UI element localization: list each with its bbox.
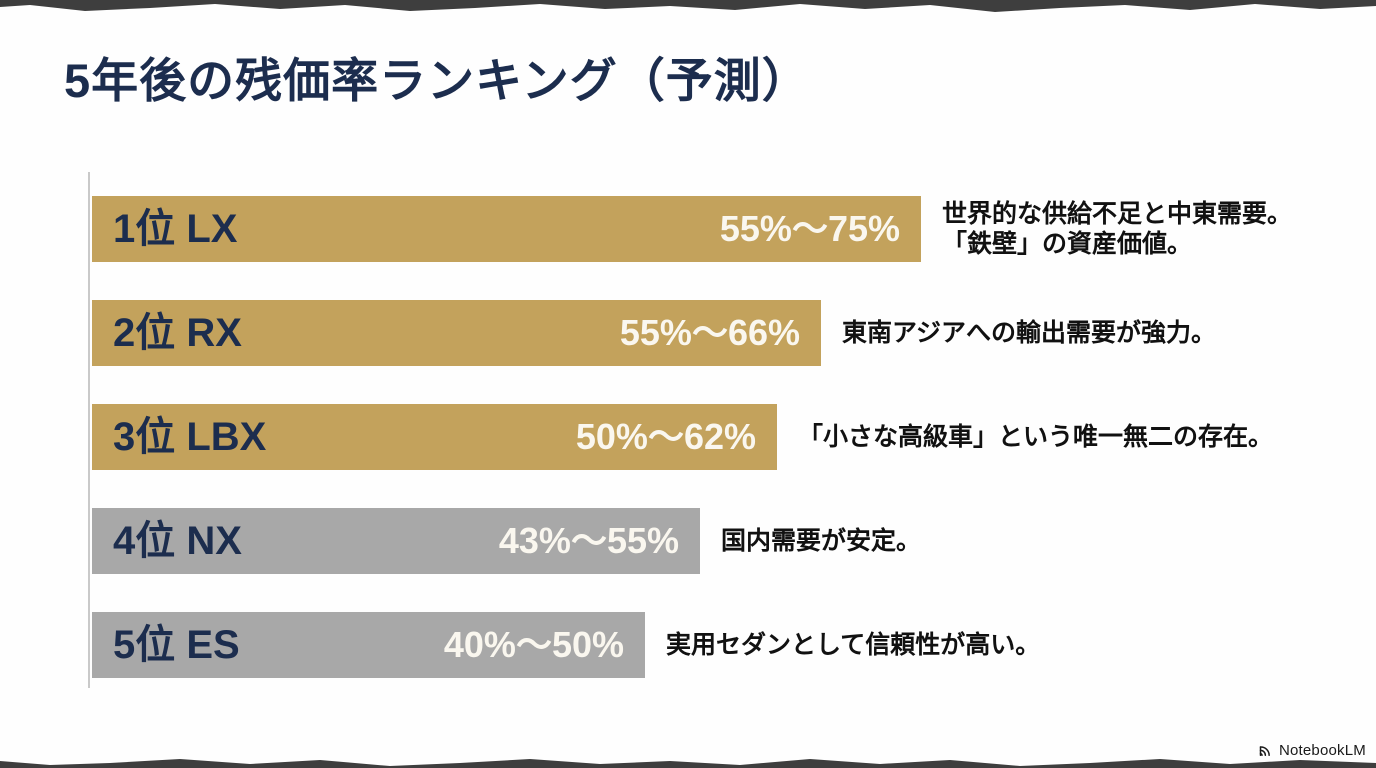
chart-row-nx: 4位 NX 43%〜55% 国内需要が安定。: [92, 508, 1292, 574]
page-title: 5年後の残価率ランキング（予測）: [64, 54, 810, 107]
residual-value-bar-chart: 1位 LX 55%〜75% 世界的な供給不足と中東需要。 「鉄壁」の資産価値。 …: [92, 196, 1292, 716]
bar-nx: 4位 NX 43%〜55%: [92, 508, 700, 574]
notebooklm-watermark: NotebookLM: [1256, 741, 1366, 759]
value-label-rx: 55%〜66%: [619, 312, 800, 353]
rank-label-es: 5位 ES: [113, 623, 240, 667]
bar-rx: 2位 RX 55%〜66%: [92, 300, 821, 366]
rank-label-rx: 2位 RX: [113, 311, 242, 355]
annotation-es: 実用セダンとして信頼性が高い。: [666, 630, 1041, 659]
bar-lbx: 3位 LBX 50%〜62%: [92, 404, 777, 470]
notebooklm-watermark-label: NotebookLM: [1278, 741, 1366, 759]
annotation-rx: 東南アジアへの輸出需要が強力。: [842, 318, 1217, 347]
annotation-nx: 国内需要が安定。: [721, 526, 922, 555]
chart-row-es: 5位 ES 40%〜50% 実用セダンとして信頼性が高い。: [92, 612, 1292, 678]
chart-row-lx: 1位 LX 55%〜75% 世界的な供給不足と中東需要。 「鉄壁」の資産価値。: [92, 196, 1292, 262]
rank-label-lbx: 3位 LBX: [113, 415, 267, 459]
bar-es: 5位 ES 40%〜50%: [92, 612, 645, 678]
value-label-lbx: 50%〜62%: [575, 416, 756, 457]
top-edge-artifact: [0, 0, 1376, 12]
chart-axis-line: [88, 172, 90, 688]
annotation-lbx: 「小さな高級車」という唯一無二の存在。: [798, 422, 1274, 451]
value-label-es: 40%〜50%: [443, 624, 624, 665]
bar-lx: 1位 LX 55%〜75%: [92, 196, 921, 262]
bottom-edge-artifact: [0, 759, 1376, 768]
value-label-nx: 43%〜55%: [498, 520, 679, 561]
rank-label-nx: 4位 NX: [113, 519, 242, 563]
value-label-lx: 55%〜75%: [719, 208, 900, 249]
chart-row-rx: 2位 RX 55%〜66% 東南アジアへの輸出需要が強力。: [92, 300, 1292, 366]
notebooklm-logo-icon: [1259, 746, 1270, 756]
chart-row-lbx: 3位 LBX 50%〜62% 「小さな高級車」という唯一無二の存在。: [92, 404, 1292, 470]
rank-label-lx: 1位 LX: [113, 207, 238, 251]
annotation-lx: 世界的な供給不足と中東需要。 「鉄壁」の資産価値。: [942, 199, 1293, 259]
